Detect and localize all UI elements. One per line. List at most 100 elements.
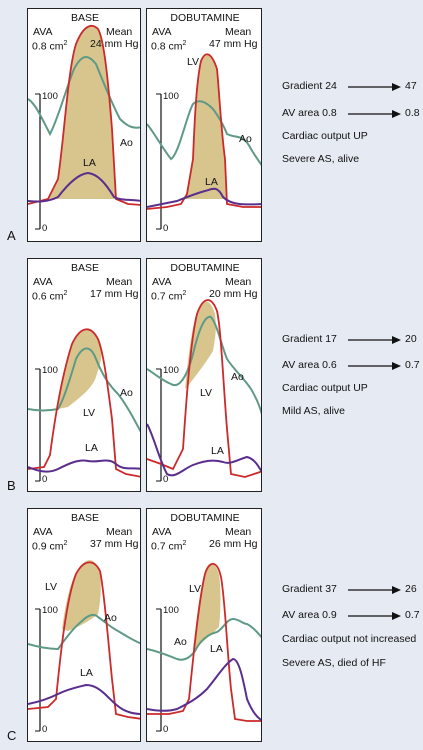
pressure-tracing-c-dob [147,563,261,732]
outcome-text: Severe AS, died of HF [282,657,386,669]
base-title: BASE [70,12,99,24]
pressure-tracing-b-dob [147,299,261,482]
dobutamine-plot-b: DOBUTAMINE AVA 0.7 cm2 Mean 20 mm Hg 100… [146,258,262,492]
mean-label: Mean [106,26,133,38]
tick-100: 100 [163,365,179,376]
panel-letter: A [7,228,16,243]
mean-value: 47 mm Hg [209,38,258,50]
tick-0: 0 [163,223,169,234]
ao-label: Ao [239,133,252,145]
la-label: LA [83,157,96,169]
lv-label: LV [200,387,213,399]
gradient-to: 26 [405,583,417,595]
tick-100: 100 [163,91,179,102]
ava-value: 0.6 cm2 [32,290,68,303]
area-line: AV area 0.8 [282,107,337,119]
base-plot-a: BASE AVA 0.8 cm2 Mean 24 mm Hg 100 0 Ao … [27,8,141,242]
ao-label: Ao [231,371,244,383]
ava-label: AVA [33,26,53,38]
tick-0: 0 [42,474,48,485]
pressure-tracing-c-base [28,560,140,732]
lv-label: LV [45,581,58,593]
mean-label: Mean [225,276,252,288]
mean-value: 37 mm Hg [90,538,139,550]
gradient-line: Gradient 17 [282,333,337,345]
mean-label: Mean [225,26,252,38]
mean-label: Mean [106,276,133,288]
cardiac-output-text: Cardiac output UP [282,130,368,142]
ava-value: 0.9 cm2 [32,540,68,553]
tick-0: 0 [42,223,48,234]
pressure-tracing-a-base [28,24,140,230]
dobutamine-plot-c: DOBUTAMINE AVA 0.7 cm2 Mean 26 mm Hg 100… [146,508,262,742]
base-title: BASE [70,512,99,524]
ava-label: AVA [152,26,172,38]
mean-value: 17 mm Hg [90,288,139,300]
tick-0: 0 [163,724,169,735]
mean-value: 26 mm Hg [209,538,258,550]
ava-label: AVA [33,526,53,538]
ava-value: 0.7 cm2 [151,540,187,553]
pressure-tracing-a-dob [147,53,261,230]
lv-label: LV [189,583,202,595]
panel-row-b: BASE AVA 0.6 cm2 Mean 17 mm Hg 100 0 LV … [0,250,423,500]
summary-c: Gradient 37 26 AV area 0.9 0.7 Cardiac o… [282,583,422,693]
dobutamine-plot-a: DOBUTAMINE AVA 0.8 cm2 Mean 47 mm Hg 100… [146,8,262,242]
mean-value: 20 mm Hg [209,288,258,300]
ao-label: Ao [104,612,117,624]
mean-label: Mean [225,526,252,538]
tick-100: 100 [42,605,58,616]
area-line: AV area 0.6 [282,359,337,371]
arrow-icon [348,83,401,91]
ao-label: Ao [174,636,187,648]
dobutamine-title: DOBUTAMINE [170,262,240,274]
area-to: 0.7 [405,609,420,621]
ava-label: AVA [152,276,172,288]
tick-0: 0 [163,474,169,485]
panel-row-c: BASE AVA 0.9 cm2 Mean 37 mm Hg 100 0 LV … [0,500,423,750]
gradient-line: Gradient 24 [282,80,337,92]
area-line: AV area 0.9 [282,609,337,621]
panel-letter: B [7,478,16,493]
lv-label: LV [83,407,96,419]
cardiac-output-text: Cardiac output not increased [282,633,417,645]
dobutamine-title: DOBUTAMINE [170,512,240,524]
gradient-to: 47 [405,80,417,92]
arrow-icon [348,362,401,370]
arrow-icon [348,612,401,620]
ava-value: 0.7 cm2 [151,290,187,303]
arrow-icon [348,336,401,344]
panel-row-a: BASE AVA 0.8 cm2 Mean 24 mm Hg 100 0 Ao … [0,0,423,250]
la-label: LA [210,643,223,655]
ava-label: AVA [152,526,172,538]
ao-label: Ao [120,387,133,399]
cardiac-output-text: Cardiac output UP [282,382,368,394]
tick-100: 100 [163,605,179,616]
la-label: LA [80,667,93,679]
mean-label: Mean [106,526,133,538]
la-label: LA [211,445,224,457]
pressure-tracing-b-base [28,328,140,482]
la-label: LA [85,442,98,454]
summary-b: Gradient 17 20 AV area 0.6 0.7 Cardiac o… [282,333,422,443]
ava-value: 0.8 cm2 [32,40,68,53]
summary-a: Gradient 24 47 AV area 0.8 0.8 Cardiac o… [282,80,422,190]
gradient-to: 20 [405,333,417,345]
tick-100: 100 [42,365,58,376]
base-plot-c: BASE AVA 0.9 cm2 Mean 37 mm Hg 100 0 LV … [27,508,141,742]
outcome-text: Mild AS, alive [282,405,346,417]
base-title: BASE [70,262,99,274]
tick-0: 0 [42,724,48,735]
outcome-text: Severe AS, alive [282,153,360,165]
arrow-icon [348,586,401,594]
tick-100: 100 [42,91,58,102]
area-to: 0.8 [405,107,420,119]
ava-label: AVA [33,276,53,288]
base-plot-b: BASE AVA 0.6 cm2 Mean 17 mm Hg 100 0 LV … [27,258,141,492]
gradient-line: Gradient 37 [282,583,337,595]
arrow-icon [348,110,401,118]
ava-value: 0.8 cm2 [151,40,187,53]
area-to: 0.7 [405,359,420,371]
lv-label: LV [187,56,200,68]
la-label: LA [205,176,218,188]
